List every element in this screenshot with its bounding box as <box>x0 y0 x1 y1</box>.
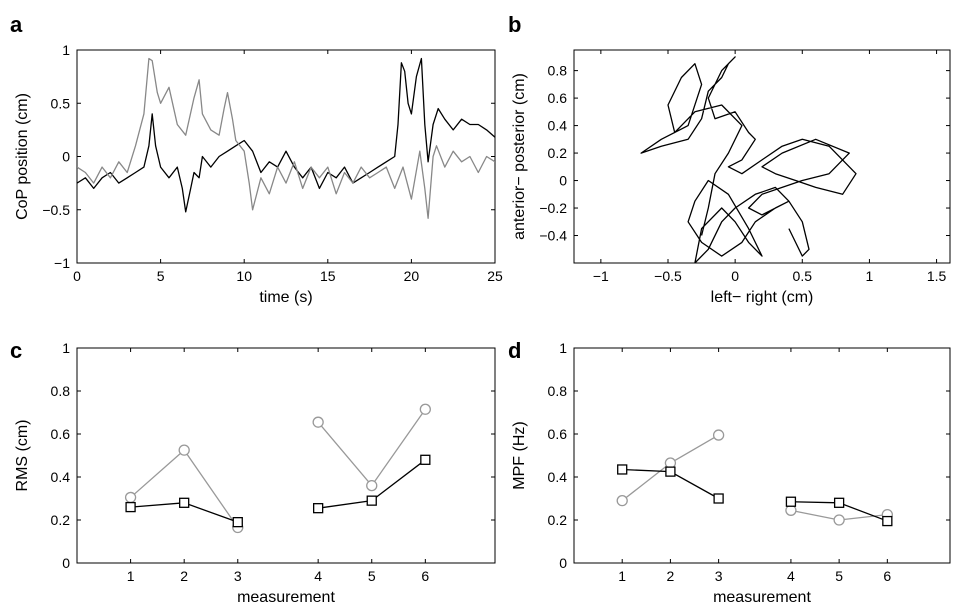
data-point-square <box>665 466 676 477</box>
y-tick-label: −0.5 <box>42 202 70 218</box>
panel-letter-d: d <box>508 338 521 363</box>
data-point-square <box>882 515 893 527</box>
data-point-square <box>232 517 243 528</box>
data-point-circle <box>124 491 137 504</box>
x-tick-label: −1 <box>593 268 609 284</box>
y-tick-label: 0.8 <box>548 383 568 399</box>
y-axis-label: MPF (Hz) <box>511 421 528 489</box>
y-tick-label: 1 <box>62 340 70 356</box>
y-tick-label: 0.2 <box>51 512 71 528</box>
axes-frame <box>573 347 951 564</box>
x-tick-label: 1 <box>127 568 135 584</box>
x-tick-label: 0.5 <box>793 268 813 284</box>
data-point-circle <box>712 429 725 441</box>
data-layer <box>616 429 893 527</box>
y-axis-label: CoP position (cm) <box>14 93 31 220</box>
x-tick-label: 1 <box>866 268 874 284</box>
x-tick-label: 3 <box>715 568 723 584</box>
x-tick-label: 20 <box>404 268 420 284</box>
data-point-square <box>833 497 845 508</box>
data-point-square <box>366 495 377 506</box>
x-tick-label: 2 <box>180 568 188 584</box>
x-axis-label: left− right (cm) <box>711 289 814 306</box>
data-point-circle <box>419 403 431 415</box>
x-tick-label: 1 <box>618 568 626 584</box>
panel-b: −1 −0.5 0 0.5 1 1.5 −0.4 −0.2 0 0.2 0.4 0.6 0.8 left−… <box>511 49 951 306</box>
data-point-circle <box>312 416 324 428</box>
data-point-circle <box>616 494 628 507</box>
panel-c: 1 2 3 4 5 6 0 0.2 0.4 0.6 0.8 1 measurement RMS (cm) <box>14 340 496 606</box>
x-tick-label: 2 <box>667 568 675 584</box>
y-tick-label: −0.2 <box>539 200 567 216</box>
axes-frame <box>573 49 951 264</box>
x-tick-label: 10 <box>236 268 252 284</box>
data-layer <box>124 403 431 534</box>
y-axis-label: RMS (cm) <box>14 420 31 492</box>
data-layer <box>77 57 495 219</box>
axes-frame <box>76 49 496 264</box>
trace-line <box>77 57 495 213</box>
x-tick-label: 3 <box>234 568 242 584</box>
data-point-square <box>125 501 136 513</box>
data-layer <box>640 56 857 263</box>
x-tick-label: 1.5 <box>927 268 947 284</box>
y-tick-label: 0.4 <box>548 469 568 485</box>
y-axis-label: anterior− posterior (cm) <box>511 73 528 240</box>
x-tick-label: 5 <box>835 568 843 584</box>
data-point-square <box>617 464 628 475</box>
y-tick-label: 0.6 <box>51 426 71 442</box>
axes-frame <box>76 347 496 564</box>
x-tick-label: 15 <box>320 268 336 284</box>
trace-line <box>77 57 495 219</box>
y-tick-label: 1 <box>62 42 70 58</box>
x-tick-label: 4 <box>314 568 322 584</box>
panel-a: 0 5 10 15 20 25 −1 −0.5 0 0.5 1 time (s) CoP positio… <box>14 42 503 306</box>
y-tick-label: 0.5 <box>51 95 71 111</box>
y-tick-label: 0 <box>559 173 567 189</box>
y-tick-label: 0 <box>62 149 70 165</box>
data-point-square <box>785 496 797 507</box>
x-tick-label: −0.5 <box>654 268 682 284</box>
x-tick-label: 5 <box>368 568 376 584</box>
y-tick-label: 0 <box>559 555 567 571</box>
y-tick-label: 0.8 <box>548 63 568 79</box>
x-tick-label: 25 <box>487 268 503 284</box>
y-tick-label: 0 <box>62 555 70 571</box>
x-tick-label: 0 <box>731 268 739 284</box>
panel-d: 1 2 3 4 5 6 0 0.2 0.4 0.6 0.8 1 measurement MPF (Hz) <box>511 340 951 606</box>
y-tick-label: 0.6 <box>548 90 568 106</box>
y-tick-label: 0.2 <box>548 145 568 161</box>
data-point-square <box>420 454 431 465</box>
y-tick-label: 0.8 <box>51 383 71 399</box>
panel-letter-b: b <box>508 12 521 37</box>
y-tick-label: −1 <box>54 255 70 271</box>
x-tick-label: 0 <box>73 268 81 284</box>
series-line <box>317 408 426 487</box>
x-tick-label: 6 <box>883 568 891 584</box>
y-tick-label: 1 <box>559 340 567 356</box>
data-point-circle <box>833 514 845 526</box>
y-tick-label: 0.6 <box>548 426 568 442</box>
y-tick-label: 0.4 <box>548 118 568 134</box>
y-tick-label: 0.4 <box>51 469 71 485</box>
data-point-square <box>179 497 190 508</box>
x-axis-label: measurement <box>237 589 335 604</box>
panel-letter-c: c <box>10 338 22 363</box>
data-point-square <box>313 503 324 514</box>
x-tick-label: 4 <box>787 568 795 584</box>
x-axis-label: time (s) <box>259 289 312 306</box>
panel-letter-a: a <box>10 12 23 37</box>
trace-line <box>640 56 857 263</box>
y-tick-label: 0.2 <box>548 512 568 528</box>
data-point-circle <box>366 479 378 492</box>
x-tick-label: 6 <box>421 568 429 584</box>
data-point-square <box>713 493 724 504</box>
x-axis-label: measurement <box>713 589 811 604</box>
data-point-circle <box>178 444 190 456</box>
x-tick-label: 5 <box>157 268 165 284</box>
y-tick-label: −0.4 <box>539 228 567 244</box>
